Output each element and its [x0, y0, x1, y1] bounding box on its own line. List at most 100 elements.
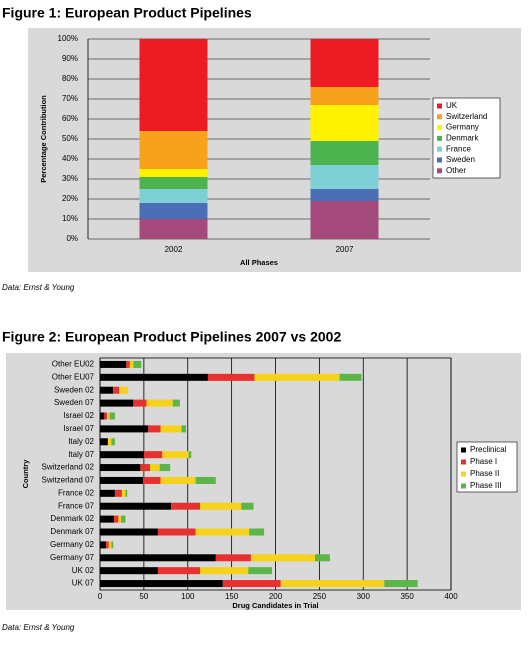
source-note: Data: Ernst & Young: [2, 283, 75, 292]
legend-swatch: [437, 157, 442, 163]
bar-segment: [121, 489, 126, 497]
y-tick-label: 30%: [62, 174, 78, 183]
bar-segment: [146, 399, 173, 407]
bar-segment: [133, 399, 147, 407]
bar-segment: [100, 464, 141, 472]
y-tick-label: Switzerland 07: [42, 476, 95, 485]
x-tick-label: 2007: [336, 245, 354, 254]
x-tick-label: 400: [444, 592, 458, 601]
y-tick-label: Italy 07: [68, 450, 94, 459]
bar-segment: [126, 360, 130, 368]
bar-segment: [113, 386, 120, 394]
bar-segment: [310, 201, 379, 239]
bar-segment: [140, 464, 151, 472]
bar-segment: [111, 438, 115, 446]
legend-swatch: [461, 459, 466, 465]
bar-segment: [129, 360, 134, 368]
bar-segment: [162, 451, 189, 459]
bar-segment: [118, 515, 122, 523]
y-tick-label: 80%: [62, 74, 78, 83]
y-tick-label: UK 02: [72, 566, 95, 575]
bar-segment: [181, 425, 186, 433]
legend-swatch: [437, 103, 442, 109]
bar-segment: [139, 177, 208, 189]
y-tick-label: Other EU07: [52, 372, 95, 381]
bar-segment: [188, 451, 192, 459]
bar-segment: [250, 554, 315, 562]
bar-segment: [114, 515, 119, 523]
bar-segment: [139, 203, 208, 219]
legend-swatch: [437, 114, 442, 120]
legend-label: Sweden: [446, 155, 475, 164]
legend-label: Phase II: [470, 469, 499, 478]
legend-swatch: [437, 125, 442, 131]
bar-segment: [106, 541, 109, 549]
bar-segment: [100, 515, 115, 523]
y-tick-label: Denmark 02: [50, 514, 94, 523]
y-tick-label: Switzerland 02: [42, 463, 95, 472]
y-tick-label: Italy 02: [68, 437, 94, 446]
x-tick-label: 300: [357, 592, 371, 601]
legend-swatch: [437, 168, 442, 174]
bar-segment: [104, 412, 108, 420]
legend-swatch: [437, 146, 442, 152]
bar-segment: [108, 541, 112, 549]
y-tick-label: 90%: [62, 54, 78, 63]
bar-segment: [121, 515, 126, 523]
bar-segment: [254, 373, 340, 381]
bar-segment: [310, 39, 379, 87]
bar-segment: [171, 502, 201, 510]
legend-box: [432, 97, 501, 179]
bar-segment: [100, 567, 158, 575]
bar-segment: [248, 567, 272, 575]
y-tick-label: 60%: [62, 114, 78, 123]
x-tick-label: 250: [313, 592, 327, 601]
x-tick-label: 2002: [165, 245, 183, 254]
bar-segment: [207, 373, 255, 381]
bar-segment: [241, 502, 254, 510]
bar-segment: [142, 476, 161, 484]
bar-segment: [100, 373, 208, 381]
y-tick-label: Germany 07: [50, 553, 95, 562]
bar-segment: [139, 219, 208, 239]
legend-swatch: [437, 135, 442, 141]
legend-label: Phase III: [470, 481, 502, 490]
legend-label: Preclinical: [470, 445, 507, 454]
x-axis-title: All Phases: [240, 258, 278, 267]
bar-segment: [100, 528, 158, 536]
bar-segment: [195, 476, 216, 484]
legend-swatch: [461, 483, 466, 489]
bar-segment: [280, 580, 385, 588]
y-tick-label: Other EU02: [52, 360, 95, 369]
bar-segment: [222, 580, 281, 588]
legend-swatch: [461, 447, 466, 453]
bar-segment: [160, 476, 196, 484]
bar-segment: [200, 567, 249, 575]
legend-label: Other: [446, 166, 466, 175]
x-tick-label: 0: [98, 592, 103, 601]
y-tick-label: 20%: [62, 194, 78, 203]
bar-segment: [100, 438, 108, 446]
y-tick-label: 10%: [62, 214, 78, 223]
legend-label: Switzerland: [446, 112, 487, 121]
bar-segment: [314, 554, 330, 562]
y-tick-label: 0%: [66, 234, 78, 243]
bar-segment: [100, 399, 134, 407]
bar-segment: [157, 528, 196, 536]
bar-segment: [133, 360, 142, 368]
y-tick-label: Israel 02: [63, 411, 94, 420]
y-tick-label: 40%: [62, 154, 78, 163]
figure-title: Figure 1: European Product Pipelines: [2, 5, 252, 21]
x-tick-label: 50: [139, 592, 148, 601]
legend-label: Phase I: [470, 457, 497, 466]
bar-segment: [139, 189, 208, 203]
y-tick-label: 50%: [62, 134, 78, 143]
y-tick-label: UK 07: [72, 579, 95, 588]
figure-title: Figure 2: European Product Pipelines 200…: [2, 329, 341, 345]
bar-segment: [107, 438, 112, 446]
y-tick-label: 100%: [58, 34, 78, 43]
bar-segment: [310, 189, 379, 201]
y-axis-title: Percentage Contribution: [39, 95, 48, 183]
bar-segment: [139, 169, 208, 177]
bar-segment: [157, 567, 201, 575]
